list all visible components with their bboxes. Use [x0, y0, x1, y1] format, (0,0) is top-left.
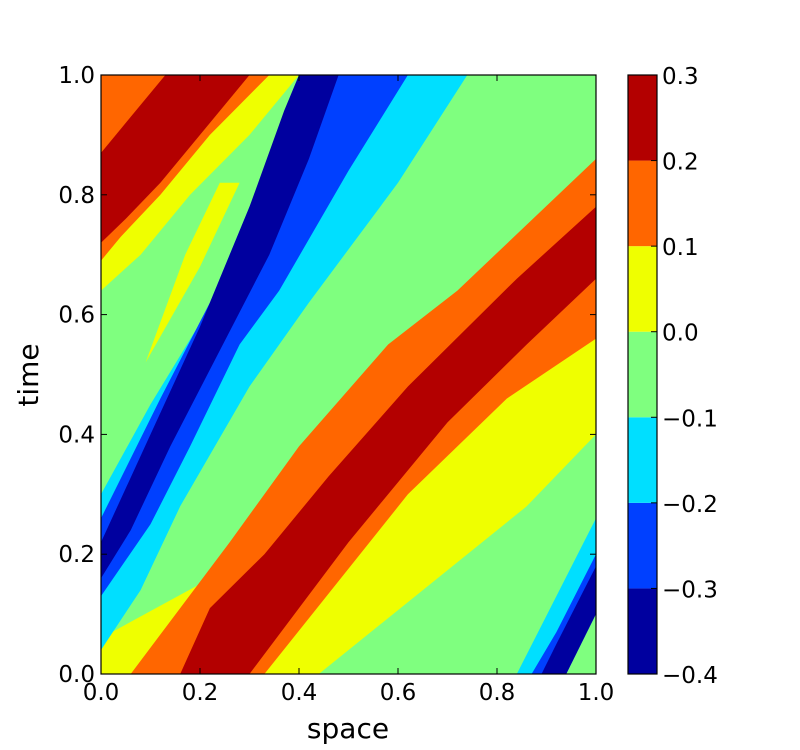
x-tick-label: 1.0: [578, 680, 615, 706]
contour-band-14: [566, 614, 596, 674]
x-tick-label: 0.4: [281, 680, 318, 706]
x-tick-label: 0.0: [83, 680, 120, 706]
y-tick-label: 0.0: [58, 662, 95, 688]
colorbar-tick-label: 0.2: [662, 150, 699, 176]
colorbar-segment: [628, 417, 657, 503]
contour-band-2: [130, 158, 596, 674]
colorbar-tick-label: 0.3: [662, 64, 699, 90]
colorbar-tick-label: −0.4: [662, 663, 718, 689]
colorbar-segments: [628, 75, 657, 674]
colorbar-tick-label: −0.1: [662, 406, 718, 432]
y-tick-label: 0.6: [58, 303, 95, 329]
y-tick-label: 1.0: [58, 63, 95, 89]
contour-band-3: [180, 206, 596, 675]
contour-band-10: [145, 182, 240, 363]
colorbar-segment: [628, 502, 657, 589]
contour-plot-area: 0.0 0.2 0.4 0.6 0.8 1.0 0.0 0.2 0.4 0.6 0.8 1.0: [58, 63, 614, 706]
colorbar-frame: [627, 74, 658, 675]
contour-bands: [101, 75, 596, 675]
colorbar: −0.4 −0.3 −0.2 −0.1 0.0 0.1 0.2 0.3: [627, 64, 718, 689]
colorbar-segment: [628, 331, 657, 418]
plot-frame: [100, 74, 597, 675]
x-tick-label: 0.6: [380, 680, 417, 706]
y-tick-label: 0.4: [58, 422, 95, 448]
x-tick-label: 0.2: [182, 680, 219, 706]
colorbar-segment: [628, 246, 657, 332]
colorbar-ticks: −0.4 −0.3 −0.2 −0.1 0.0 0.1 0.2 0.3: [651, 64, 718, 689]
y-tick-label: 0.8: [58, 183, 95, 209]
y-tick-label: 0.2: [58, 542, 95, 568]
colorbar-segment: [628, 75, 657, 161]
x-axis-ticks: 0.0 0.2 0.4 0.6 0.8 1.0: [83, 75, 615, 706]
y-axis-label: time: [12, 343, 45, 406]
y-axis-ticks: 0.0 0.2 0.4 0.6 0.8 1.0: [58, 63, 596, 688]
contour-band-9: [101, 75, 250, 243]
colorbar-segment: [628, 588, 657, 674]
x-tick-label: 0.8: [479, 680, 516, 706]
colorbar-tick-label: 0.0: [662, 321, 699, 347]
colorbar-tick-label: 0.1: [662, 235, 699, 261]
colorbar-segment: [628, 160, 657, 247]
x-axis-label: space: [307, 712, 389, 745]
contour-band-13: [541, 566, 596, 674]
colorbar-tick-label: −0.3: [662, 577, 718, 603]
contour-band-5: [101, 75, 408, 597]
contour-band-6: [101, 75, 339, 579]
colorbar-tick-label: −0.2: [662, 492, 718, 518]
